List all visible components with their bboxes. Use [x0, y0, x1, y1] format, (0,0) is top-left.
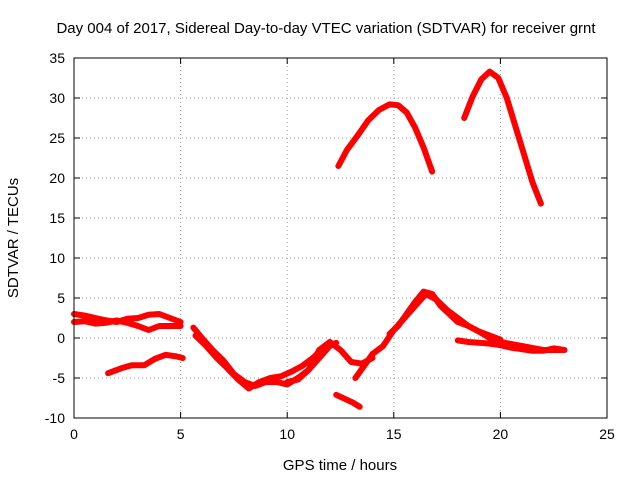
- y-tick-label: 30: [49, 90, 65, 106]
- y-tick-label: -5: [53, 370, 66, 386]
- series-low-e: [192, 332, 325, 392]
- x-axis-label: GPS time / hours: [283, 457, 397, 474]
- y-tick-label: 25: [49, 130, 65, 146]
- x-tick-label: 25: [599, 426, 615, 442]
- chart-title: Day 004 of 2017, Sidereal Day-to-day VTE…: [56, 20, 596, 37]
- series-low-g: [333, 391, 363, 410]
- plot-frame: [73, 57, 608, 419]
- y-tick-label: 15: [49, 210, 65, 226]
- y-tick-label: 35: [49, 50, 65, 66]
- series-low-j: [454, 337, 568, 354]
- grid-layer: [74, 58, 607, 418]
- series-low-a: [71, 311, 184, 325]
- y-axis-label: SDTVAR / TECUs: [5, 178, 22, 298]
- y-tick-label: 20: [49, 170, 65, 186]
- series-arc-high-2: [461, 68, 544, 207]
- x-tick-label: 20: [493, 426, 509, 442]
- x-tick-label: 0: [70, 426, 78, 442]
- y-tick-label: -10: [45, 410, 65, 426]
- series-low-c: [105, 351, 186, 377]
- y-tick-label: 5: [57, 290, 65, 306]
- tick-layer: 0 5 10 15 20 25 -10 -5 0 5 10 15 20 25 30 35: [45, 50, 615, 442]
- series-low-f: [284, 339, 376, 385]
- x-tick-label: 15: [386, 426, 402, 442]
- series-arc-high-1: [335, 101, 436, 175]
- series-layer: [71, 68, 568, 410]
- series-low-i: [386, 288, 504, 343]
- y-tick-label: 10: [49, 250, 65, 266]
- y-tick-label: 0: [57, 330, 65, 346]
- x-tick-label: 5: [177, 426, 185, 442]
- series-low-h: [352, 291, 568, 381]
- x-tick-label: 10: [279, 426, 295, 442]
- series-low-b: [71, 317, 184, 333]
